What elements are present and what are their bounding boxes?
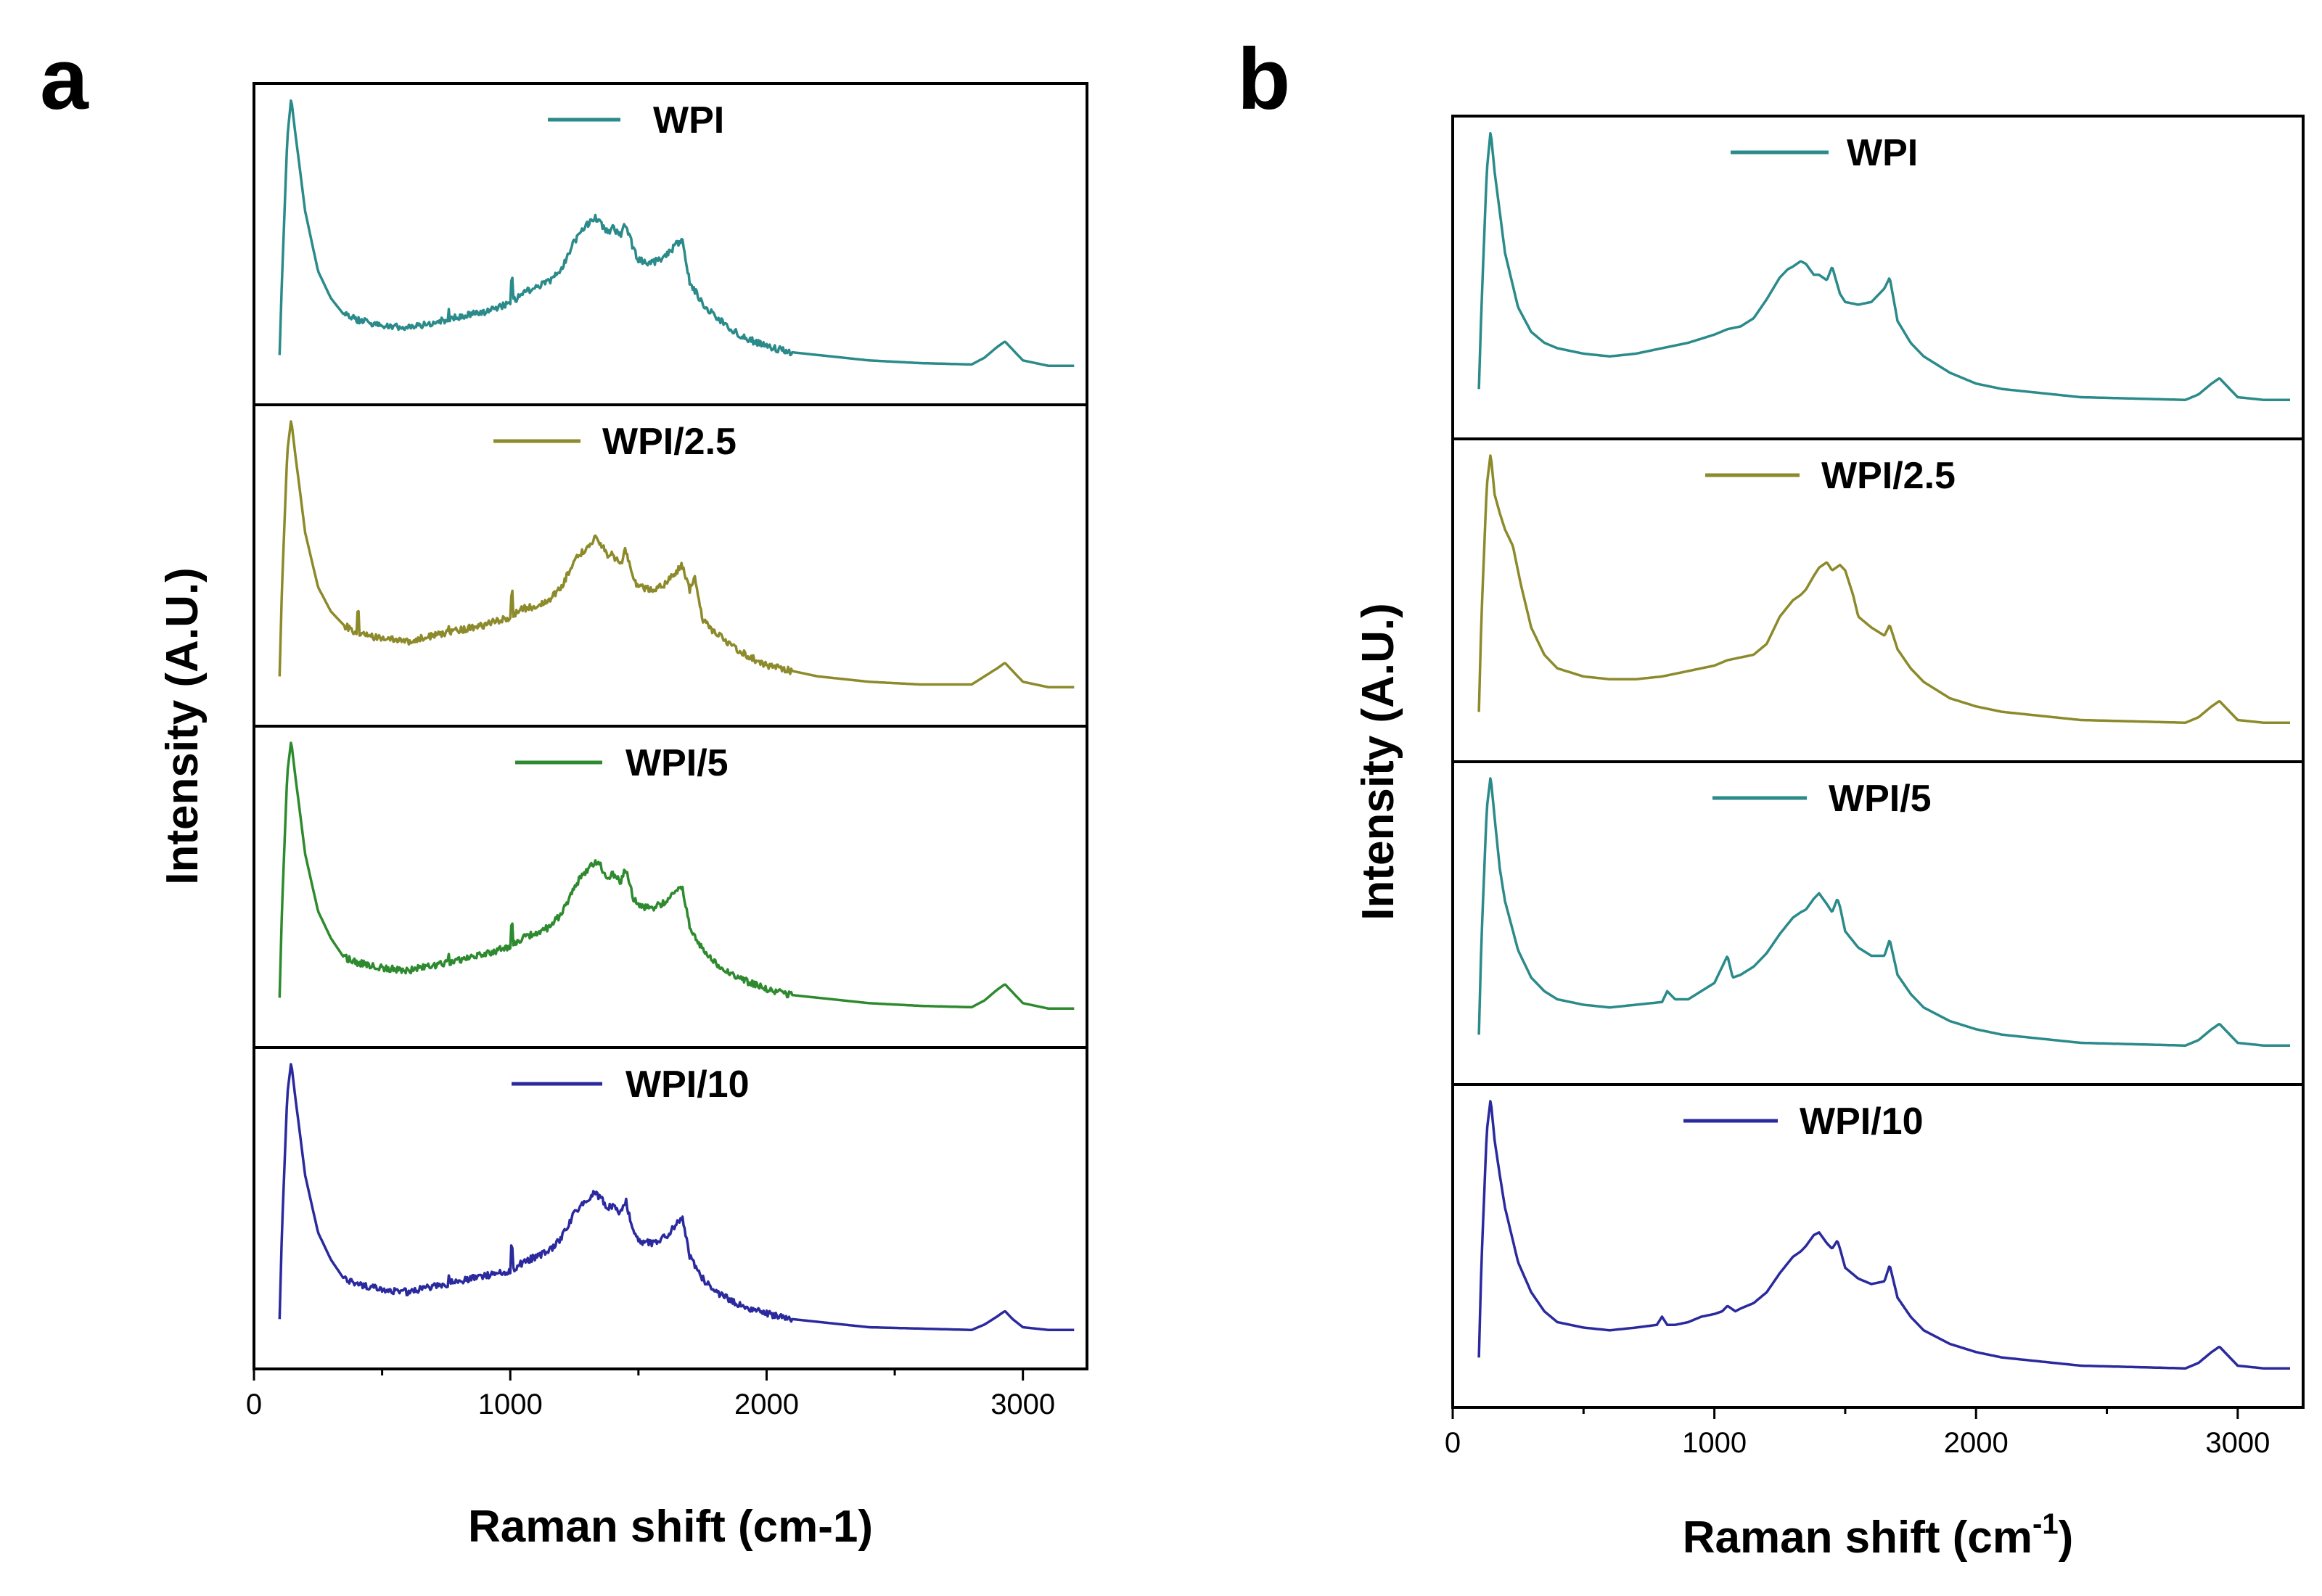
x-axis-label: Raman shift (cm-1)	[468, 1502, 873, 1552]
series-line-wpi-2-5	[1477, 454, 2291, 725]
panel-b: b 0 1000 2000 3000 Raman shift (cm-1) Intensit…	[1237, 30, 2305, 1563]
legend-label: WPI/5	[1829, 778, 1932, 820]
series-line-wpi-5	[1477, 777, 2291, 1048]
legend-label: WPI	[653, 99, 724, 141]
series-line-wpi-5	[278, 741, 1075, 1011]
panel-a: a 0 1000 2000 3000 Raman shift (cm-1) Intensit…	[40, 30, 1088, 1552]
legend-label: WPI	[1847, 132, 1918, 174]
x-tick-label: 0	[246, 1389, 262, 1420]
x-tick-label: 0	[1445, 1427, 1461, 1459]
x-tick-label: 1000	[478, 1389, 543, 1420]
panel-letter: a	[40, 30, 89, 128]
series-line-wpi	[278, 99, 1075, 368]
x-tick-label: 1000	[1682, 1427, 1747, 1459]
legend-label: WPI/2.5	[1821, 455, 1956, 497]
legend-label: WPI/2.5	[602, 421, 737, 463]
x-axis-label: Raman shift (cm-1)	[1683, 1508, 2074, 1563]
series-line-wpi-10	[1477, 1100, 2291, 1370]
x-tick-label: 3000	[990, 1389, 1055, 1420]
x-tick-label: 3000	[2205, 1427, 2270, 1459]
series-line-wpi-2-5	[278, 420, 1075, 689]
x-tick-label: 2000	[1944, 1427, 2009, 1459]
y-axis-label: Intensity (A.U.)	[1353, 603, 1403, 920]
legend-label: WPI/10	[1800, 1101, 1924, 1143]
legend-label: WPI/10	[625, 1064, 750, 1106]
panel-letter: b	[1237, 30, 1290, 128]
legend-label: WPI/5	[625, 742, 729, 784]
y-axis-label: Intensity (A.U.)	[157, 567, 208, 884]
series-line-wpi-10	[278, 1063, 1075, 1332]
series-line-wpi	[1477, 132, 2291, 402]
x-tick-label: 2000	[734, 1389, 799, 1420]
